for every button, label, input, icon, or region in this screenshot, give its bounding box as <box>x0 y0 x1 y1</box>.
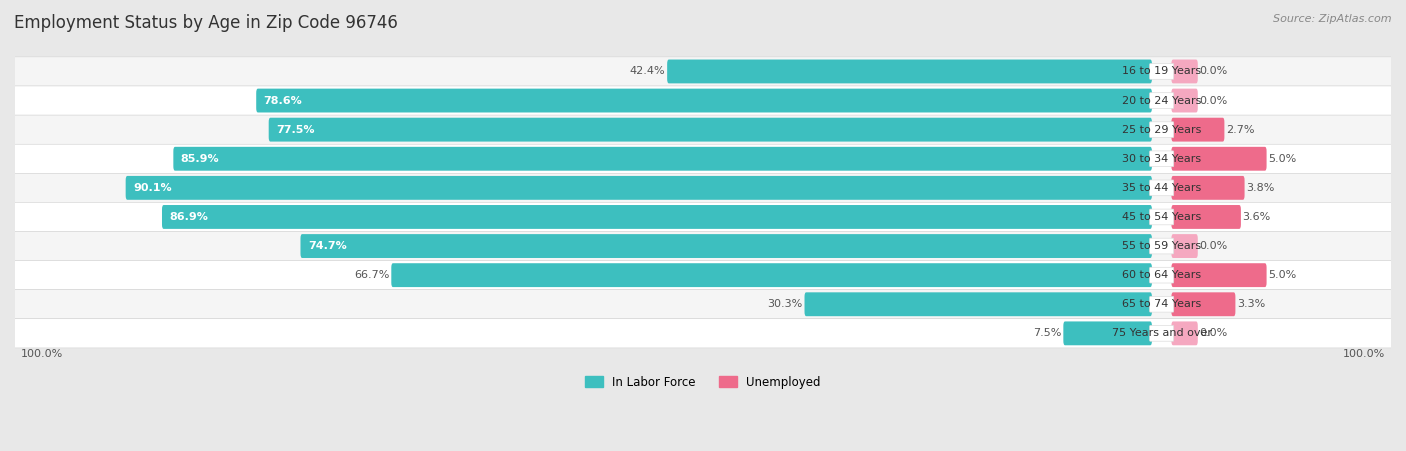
Text: 100.0%: 100.0% <box>21 349 63 359</box>
FancyBboxPatch shape <box>1150 209 1174 225</box>
FancyBboxPatch shape <box>1150 151 1174 166</box>
FancyBboxPatch shape <box>15 290 1391 319</box>
Text: 45 to 54 Years: 45 to 54 Years <box>1122 212 1201 222</box>
Text: 100.0%: 100.0% <box>1343 349 1385 359</box>
FancyBboxPatch shape <box>1171 176 1244 200</box>
FancyBboxPatch shape <box>391 263 1152 287</box>
FancyBboxPatch shape <box>1150 64 1174 79</box>
FancyBboxPatch shape <box>1171 205 1241 229</box>
Text: 42.4%: 42.4% <box>630 66 665 77</box>
FancyBboxPatch shape <box>15 202 1391 231</box>
Text: 78.6%: 78.6% <box>264 96 302 106</box>
FancyBboxPatch shape <box>15 319 1391 348</box>
Text: 2.7%: 2.7% <box>1226 124 1254 135</box>
FancyBboxPatch shape <box>1150 326 1174 341</box>
Text: 75 Years and over: 75 Years and over <box>1112 328 1212 338</box>
FancyBboxPatch shape <box>15 261 1391 290</box>
Text: 66.7%: 66.7% <box>354 270 389 280</box>
Text: Source: ZipAtlas.com: Source: ZipAtlas.com <box>1274 14 1392 23</box>
FancyBboxPatch shape <box>162 205 1152 229</box>
FancyBboxPatch shape <box>1171 263 1267 287</box>
FancyBboxPatch shape <box>1171 88 1198 112</box>
Text: 5.0%: 5.0% <box>1268 154 1296 164</box>
FancyBboxPatch shape <box>301 234 1152 258</box>
Text: 55 to 59 Years: 55 to 59 Years <box>1122 241 1201 251</box>
Text: 3.3%: 3.3% <box>1237 299 1265 309</box>
Text: 90.1%: 90.1% <box>134 183 172 193</box>
Text: 30 to 34 Years: 30 to 34 Years <box>1122 154 1201 164</box>
FancyBboxPatch shape <box>269 118 1152 142</box>
FancyBboxPatch shape <box>668 60 1152 83</box>
FancyBboxPatch shape <box>1150 122 1174 138</box>
FancyBboxPatch shape <box>1171 322 1198 345</box>
Text: 3.8%: 3.8% <box>1246 183 1275 193</box>
Text: 30.3%: 30.3% <box>768 299 803 309</box>
Legend: In Labor Force, Unemployed: In Labor Force, Unemployed <box>581 371 825 393</box>
Text: 16 to 19 Years: 16 to 19 Years <box>1122 66 1201 77</box>
FancyBboxPatch shape <box>1171 60 1198 83</box>
FancyBboxPatch shape <box>1150 267 1174 283</box>
FancyBboxPatch shape <box>15 144 1391 173</box>
FancyBboxPatch shape <box>15 115 1391 144</box>
FancyBboxPatch shape <box>1171 147 1267 170</box>
Text: 0.0%: 0.0% <box>1199 96 1227 106</box>
FancyBboxPatch shape <box>1171 234 1198 258</box>
Text: 60 to 64 Years: 60 to 64 Years <box>1122 270 1201 280</box>
Text: 3.6%: 3.6% <box>1243 212 1271 222</box>
Text: 35 to 44 Years: 35 to 44 Years <box>1122 183 1201 193</box>
FancyBboxPatch shape <box>256 88 1152 112</box>
FancyBboxPatch shape <box>804 292 1152 316</box>
FancyBboxPatch shape <box>1150 93 1174 108</box>
FancyBboxPatch shape <box>1171 118 1225 142</box>
FancyBboxPatch shape <box>1063 322 1152 345</box>
Text: 25 to 29 Years: 25 to 29 Years <box>1122 124 1201 135</box>
Text: 0.0%: 0.0% <box>1199 241 1227 251</box>
FancyBboxPatch shape <box>125 176 1152 200</box>
Text: 5.0%: 5.0% <box>1268 270 1296 280</box>
Text: 86.9%: 86.9% <box>170 212 208 222</box>
FancyBboxPatch shape <box>15 57 1391 86</box>
Text: 85.9%: 85.9% <box>181 154 219 164</box>
Text: 20 to 24 Years: 20 to 24 Years <box>1122 96 1201 106</box>
Text: 65 to 74 Years: 65 to 74 Years <box>1122 299 1201 309</box>
FancyBboxPatch shape <box>15 173 1391 202</box>
FancyBboxPatch shape <box>1150 296 1174 312</box>
Text: Employment Status by Age in Zip Code 96746: Employment Status by Age in Zip Code 967… <box>14 14 398 32</box>
FancyBboxPatch shape <box>15 231 1391 261</box>
FancyBboxPatch shape <box>1150 180 1174 196</box>
Text: 74.7%: 74.7% <box>308 241 347 251</box>
FancyBboxPatch shape <box>1150 238 1174 254</box>
FancyBboxPatch shape <box>1171 292 1236 316</box>
Text: 77.5%: 77.5% <box>276 124 315 135</box>
Text: 7.5%: 7.5% <box>1033 328 1062 338</box>
Text: 0.0%: 0.0% <box>1199 66 1227 77</box>
Text: 0.0%: 0.0% <box>1199 328 1227 338</box>
FancyBboxPatch shape <box>173 147 1152 170</box>
FancyBboxPatch shape <box>15 86 1391 115</box>
